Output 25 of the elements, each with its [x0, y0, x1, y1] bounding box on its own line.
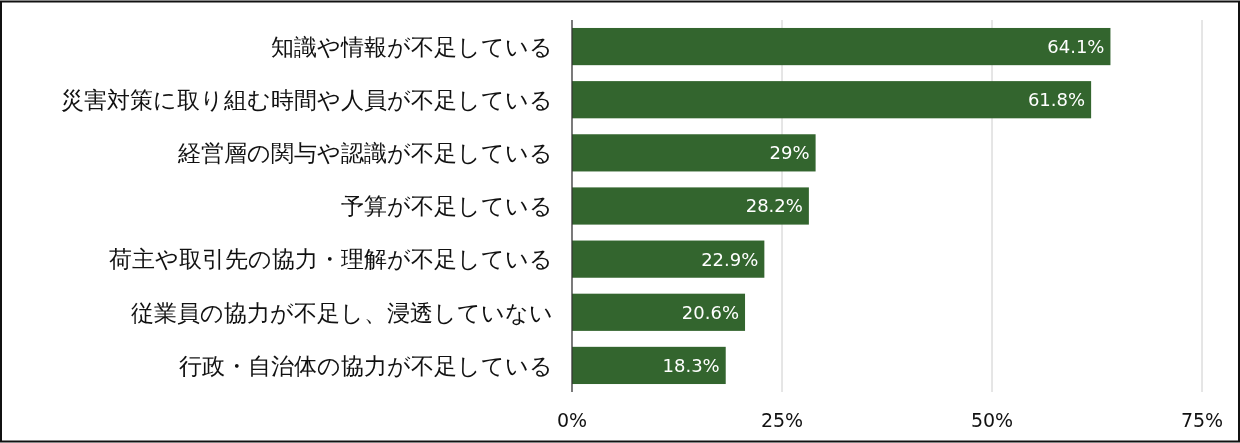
- bar: [572, 187, 809, 225]
- data-label: 18.3%: [662, 354, 720, 376]
- bar: [572, 293, 746, 331]
- bar: [572, 240, 765, 278]
- x-tick-label: 75%: [1180, 408, 1224, 431]
- data-label: 20.6%: [681, 301, 740, 323]
- x-tick-label: 0%: [556, 408, 588, 431]
- y-tick-label: 災害対策に取り組む時間や人員が不足している: [61, 86, 553, 113]
- bar: [572, 81, 1092, 119]
- bar: [572, 134, 816, 172]
- y-tick-label: 経営層の関与や認識が不足している: [177, 140, 553, 167]
- data-label: 28.2%: [745, 195, 803, 217]
- data-label: 29%: [769, 142, 810, 164]
- data-label: 22.9%: [701, 248, 759, 270]
- y-tick-label: 予算が不足している: [341, 193, 553, 220]
- y-tick-label: 従業員の協力が不足し、浸透していない: [131, 299, 553, 326]
- y-tick-label: 行政・自治体の協力が不足している: [179, 352, 553, 379]
- y-tick-label: 知識や情報が不足している: [271, 33, 553, 60]
- bar: [572, 346, 726, 385]
- data-label: 64.1%: [1047, 36, 1105, 58]
- data-label: 61.8%: [1027, 89, 1086, 111]
- x-tick-label: 25%: [760, 408, 804, 431]
- y-tick-label: 荷主や取引先の協力・理解が不足している: [109, 246, 553, 273]
- bar: [572, 27, 1111, 66]
- x-tick-label: 50%: [970, 408, 1014, 431]
